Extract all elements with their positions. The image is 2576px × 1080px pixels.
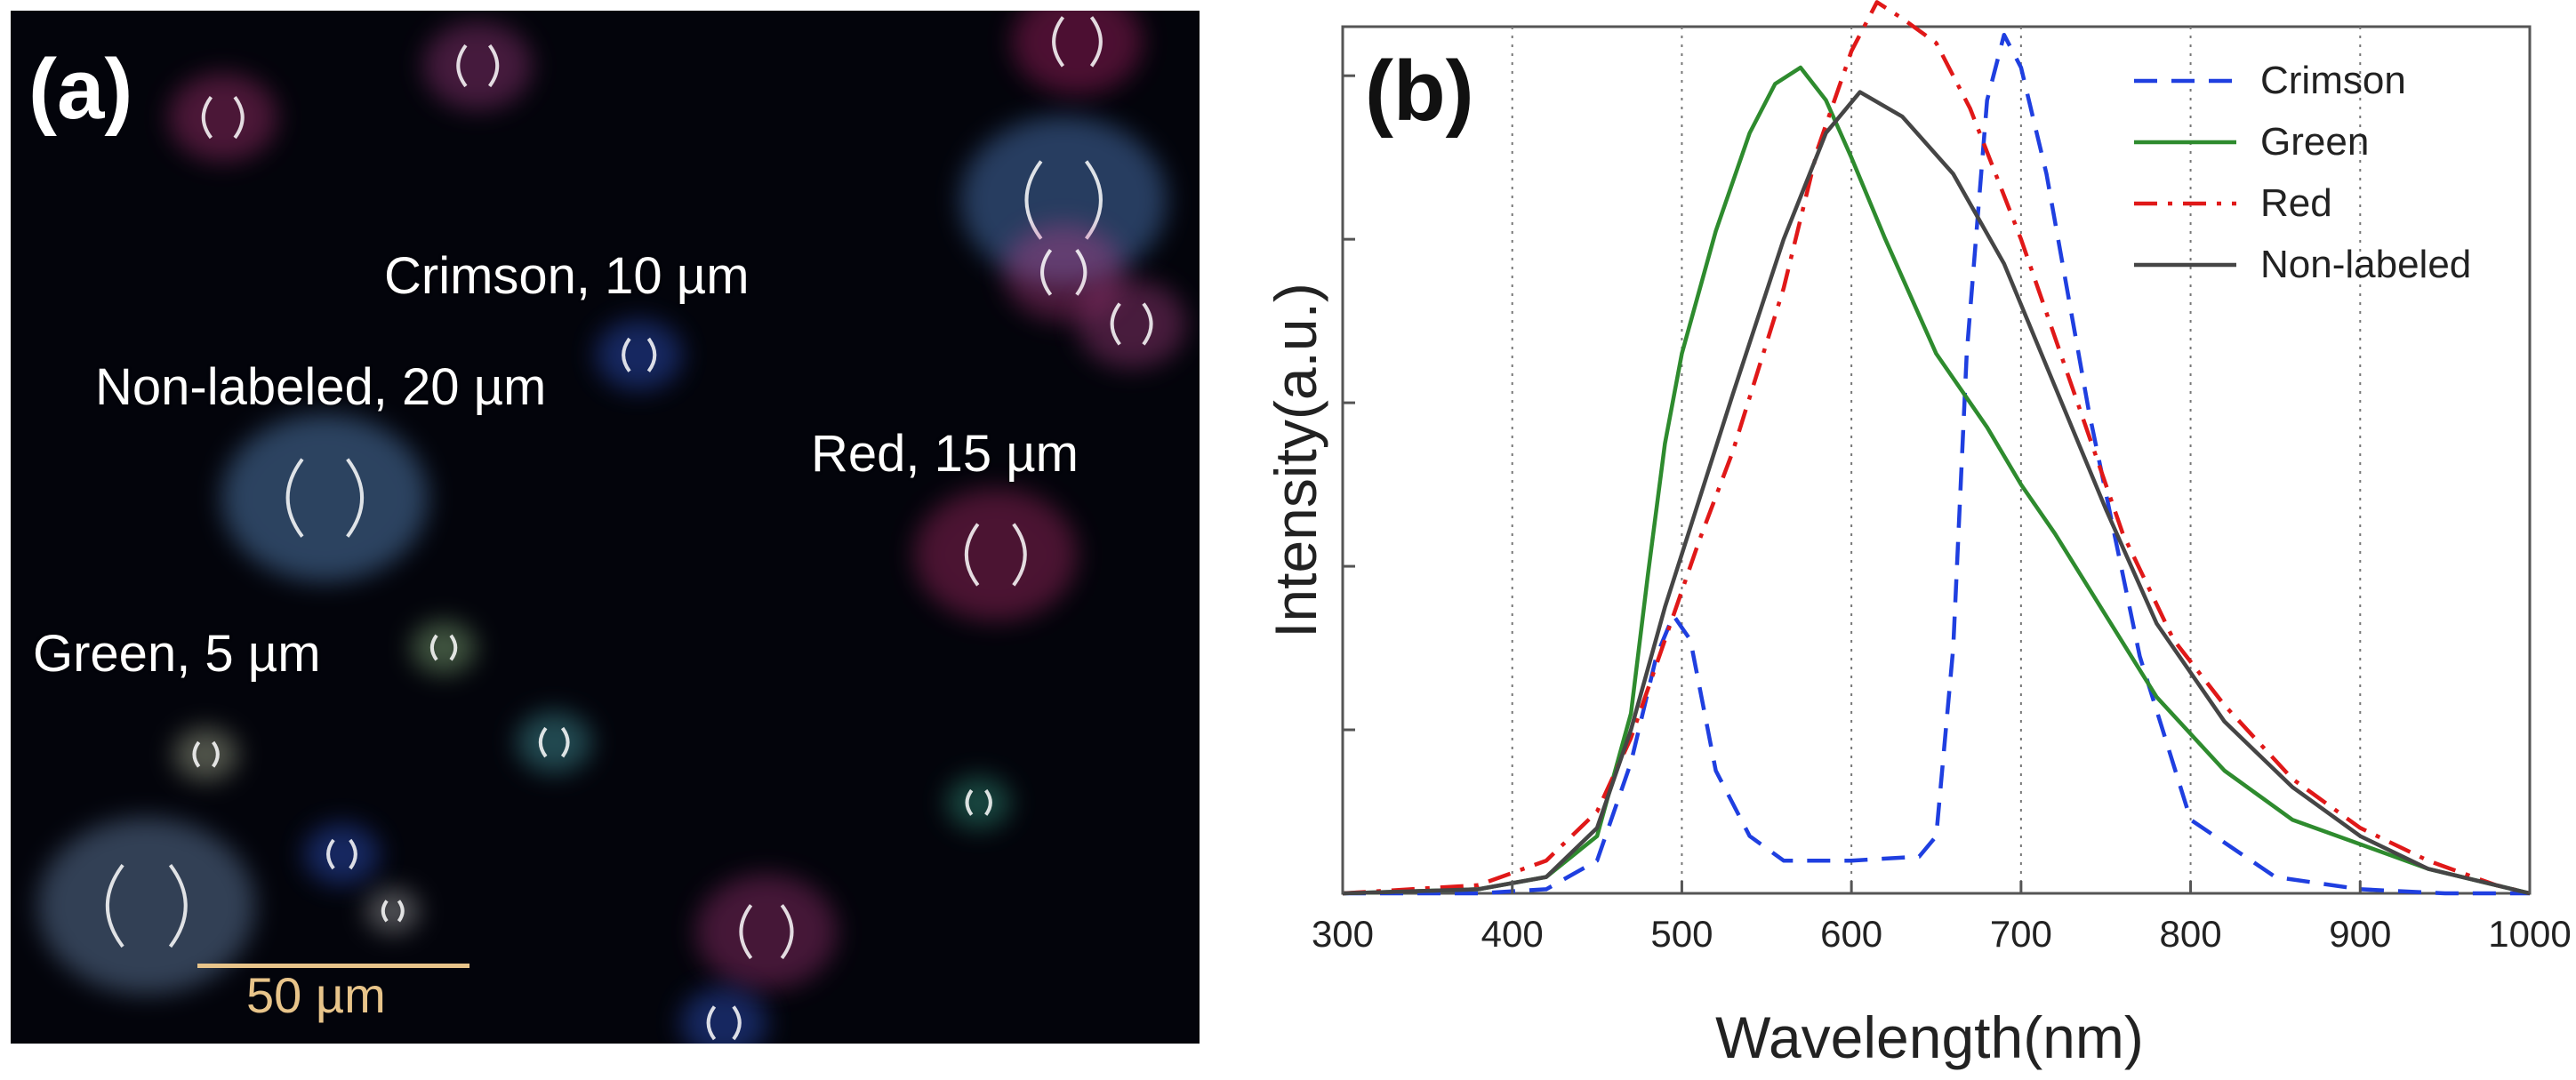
bead-glow xyxy=(595,319,683,391)
bead-glow xyxy=(221,413,429,582)
bead-glow xyxy=(423,21,533,110)
non-labeled-bead-label: Non-labeled, 20 µm xyxy=(95,358,547,416)
x-axis-label: Wavelength(nm) xyxy=(1715,1004,2144,1070)
legend-label: Green xyxy=(2260,120,2369,164)
x-tick-label: 300 xyxy=(1312,913,1374,955)
legend-label: Crimson xyxy=(2260,59,2406,102)
series-line-green xyxy=(1342,65,2531,896)
microscopy-image: (a) Crimson, 10 µm Non-labeled, 20 µm Re… xyxy=(11,11,1200,1044)
bead-glow xyxy=(411,620,477,675)
plot-frame xyxy=(1341,25,2532,895)
bead-glow xyxy=(914,488,1078,621)
x-tick-label: 800 xyxy=(2160,913,2222,955)
scale-bar xyxy=(197,964,469,968)
microscopy-beads xyxy=(37,11,1186,1044)
bead-glow xyxy=(946,776,1012,829)
legend-label: Non-labeled xyxy=(2260,243,2471,286)
x-tick-label: 700 xyxy=(1990,913,2052,955)
bead-glow xyxy=(695,874,838,989)
legend: Crimson Green Red Non-labeled xyxy=(2134,59,2471,286)
panel-a-tag: (a) xyxy=(28,42,133,137)
legend-label: Red xyxy=(2260,181,2332,225)
bead-glow xyxy=(365,889,421,933)
series-line-non-labeled xyxy=(1342,90,2531,896)
y-axis-label: Intensity(a.u.) xyxy=(1263,283,1328,638)
series-line-crimson xyxy=(1343,32,2530,896)
bead-glow xyxy=(173,727,239,781)
bead-glow xyxy=(1012,11,1143,95)
x-tick-label: 600 xyxy=(1820,913,1882,955)
series-line-red xyxy=(1342,0,2531,896)
x-tick-label: 1000 xyxy=(2488,913,2571,955)
bead-glow xyxy=(1077,279,1186,369)
crimson-bead-label: Crimson, 10 µm xyxy=(384,247,750,305)
spectrum-chart-svg: 300 400 500 600 700 800 900 1000 (b) Wavelength… xyxy=(1263,0,2572,1070)
panel-b-tag: (b) xyxy=(1365,44,1474,139)
bead-glow xyxy=(303,823,381,885)
red-bead-label: Red, 15 µm xyxy=(811,425,1079,483)
x-tick-label: 400 xyxy=(1481,913,1544,955)
bead-glow xyxy=(680,988,768,1044)
bead-glow xyxy=(516,711,592,773)
green-bead-label: Green, 5 µm xyxy=(33,625,321,683)
bead-glow xyxy=(37,817,256,995)
bead-glow xyxy=(168,73,277,162)
x-tick-label: 500 xyxy=(1650,913,1713,955)
scale-bar-label: 50 µm xyxy=(246,967,386,1023)
spectrum-chart: 300 400 500 600 700 800 900 1000 (b) Wavelength… xyxy=(1245,0,2576,1076)
x-tick-label: 900 xyxy=(2329,913,2391,955)
